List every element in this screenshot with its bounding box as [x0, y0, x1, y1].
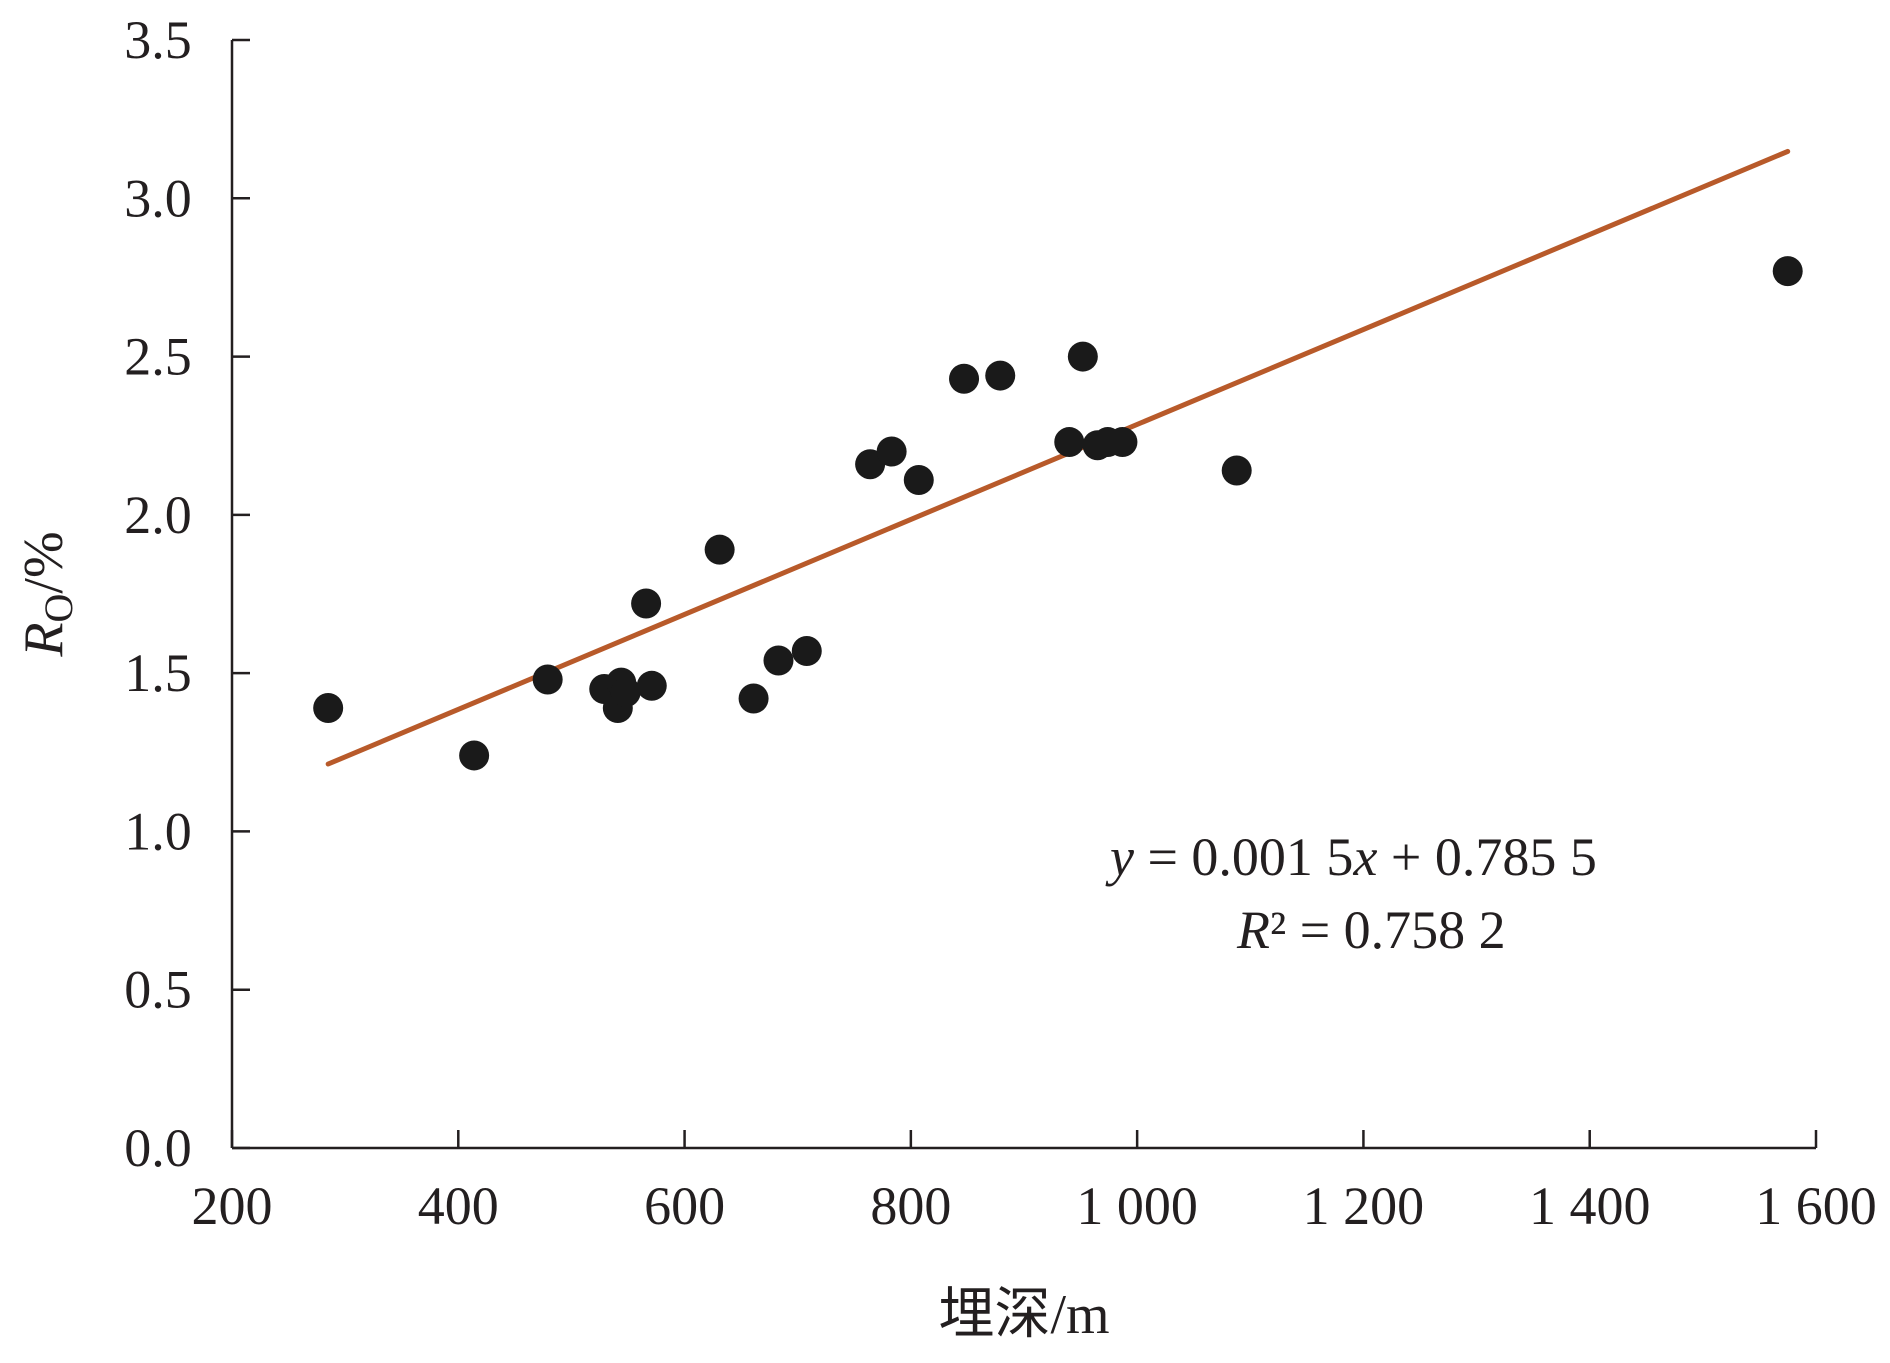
x-tick-label: 1 400 [1529, 1176, 1651, 1236]
y-tick-label: 0.5 [124, 960, 192, 1020]
regression-equation: y = 0.001 5x + 0.785 5 [1105, 827, 1597, 887]
x-tick-label: 1 200 [1303, 1176, 1425, 1236]
data-point [631, 588, 662, 619]
data-point [1067, 341, 1098, 372]
x-tick-label: 1 000 [1076, 1176, 1198, 1236]
equation-y: y [1105, 827, 1134, 887]
y-tick-label: 1.0 [124, 801, 192, 861]
data-point [610, 677, 641, 708]
r-squared-label: R² = 0.758 2 [1236, 900, 1506, 960]
data-point [459, 740, 490, 771]
data-point [636, 670, 667, 701]
x-tick-label: 600 [644, 1176, 725, 1236]
equation-intercept: + 0.785 5 [1377, 827, 1596, 887]
data-point [532, 664, 563, 695]
x-tick-label: 200 [192, 1176, 273, 1236]
r2-symbol: R [1236, 900, 1270, 960]
data-point [903, 465, 934, 496]
y-tick-label: 3.0 [124, 168, 192, 228]
y-tick-label: 2.5 [124, 327, 192, 387]
data-point [985, 360, 1016, 391]
data-point [738, 683, 769, 714]
y-tick-label: 3.5 [124, 10, 192, 70]
data-point [791, 635, 822, 666]
trendline-group [325, 148, 1791, 767]
data-point [763, 645, 794, 676]
data-points [313, 256, 1803, 771]
data-point [1772, 256, 1803, 287]
x-axis-title: 埋深/m [938, 1284, 1109, 1346]
x-tick-label: 800 [870, 1176, 951, 1236]
x-axis-ticks: 200 400 600 800 1 000 1 200 1 400 1 600 [192, 1130, 1877, 1236]
data-point [949, 363, 980, 394]
data-point [704, 534, 735, 565]
y-tick-label: 0.0 [124, 1118, 192, 1178]
x-tick-label: 1 600 [1755, 1176, 1877, 1236]
y-axis-title-suffix: /% [13, 531, 75, 593]
y-axis-title-sub: O [36, 594, 81, 623]
data-point [876, 436, 907, 467]
y-axis-ticks: 0.0 0.5 1.0 1.5 2.0 2.5 3.0 3.5 [124, 10, 250, 1178]
data-point [313, 692, 344, 723]
equation-coef: = 0.001 5 [1134, 827, 1353, 887]
data-point [1107, 427, 1138, 458]
y-axis-title-var: R [13, 622, 75, 657]
x-tick-label: 400 [418, 1176, 499, 1236]
equation-x: x [1352, 827, 1377, 887]
data-point [1054, 427, 1085, 458]
y-axis-title: RO/% [13, 531, 81, 657]
r2-value: ² = 0.758 2 [1270, 900, 1506, 960]
data-point [1221, 455, 1252, 486]
y-tick-label: 1.5 [124, 643, 192, 703]
y-tick-label: 2.0 [124, 485, 192, 545]
trendline [325, 148, 1791, 767]
